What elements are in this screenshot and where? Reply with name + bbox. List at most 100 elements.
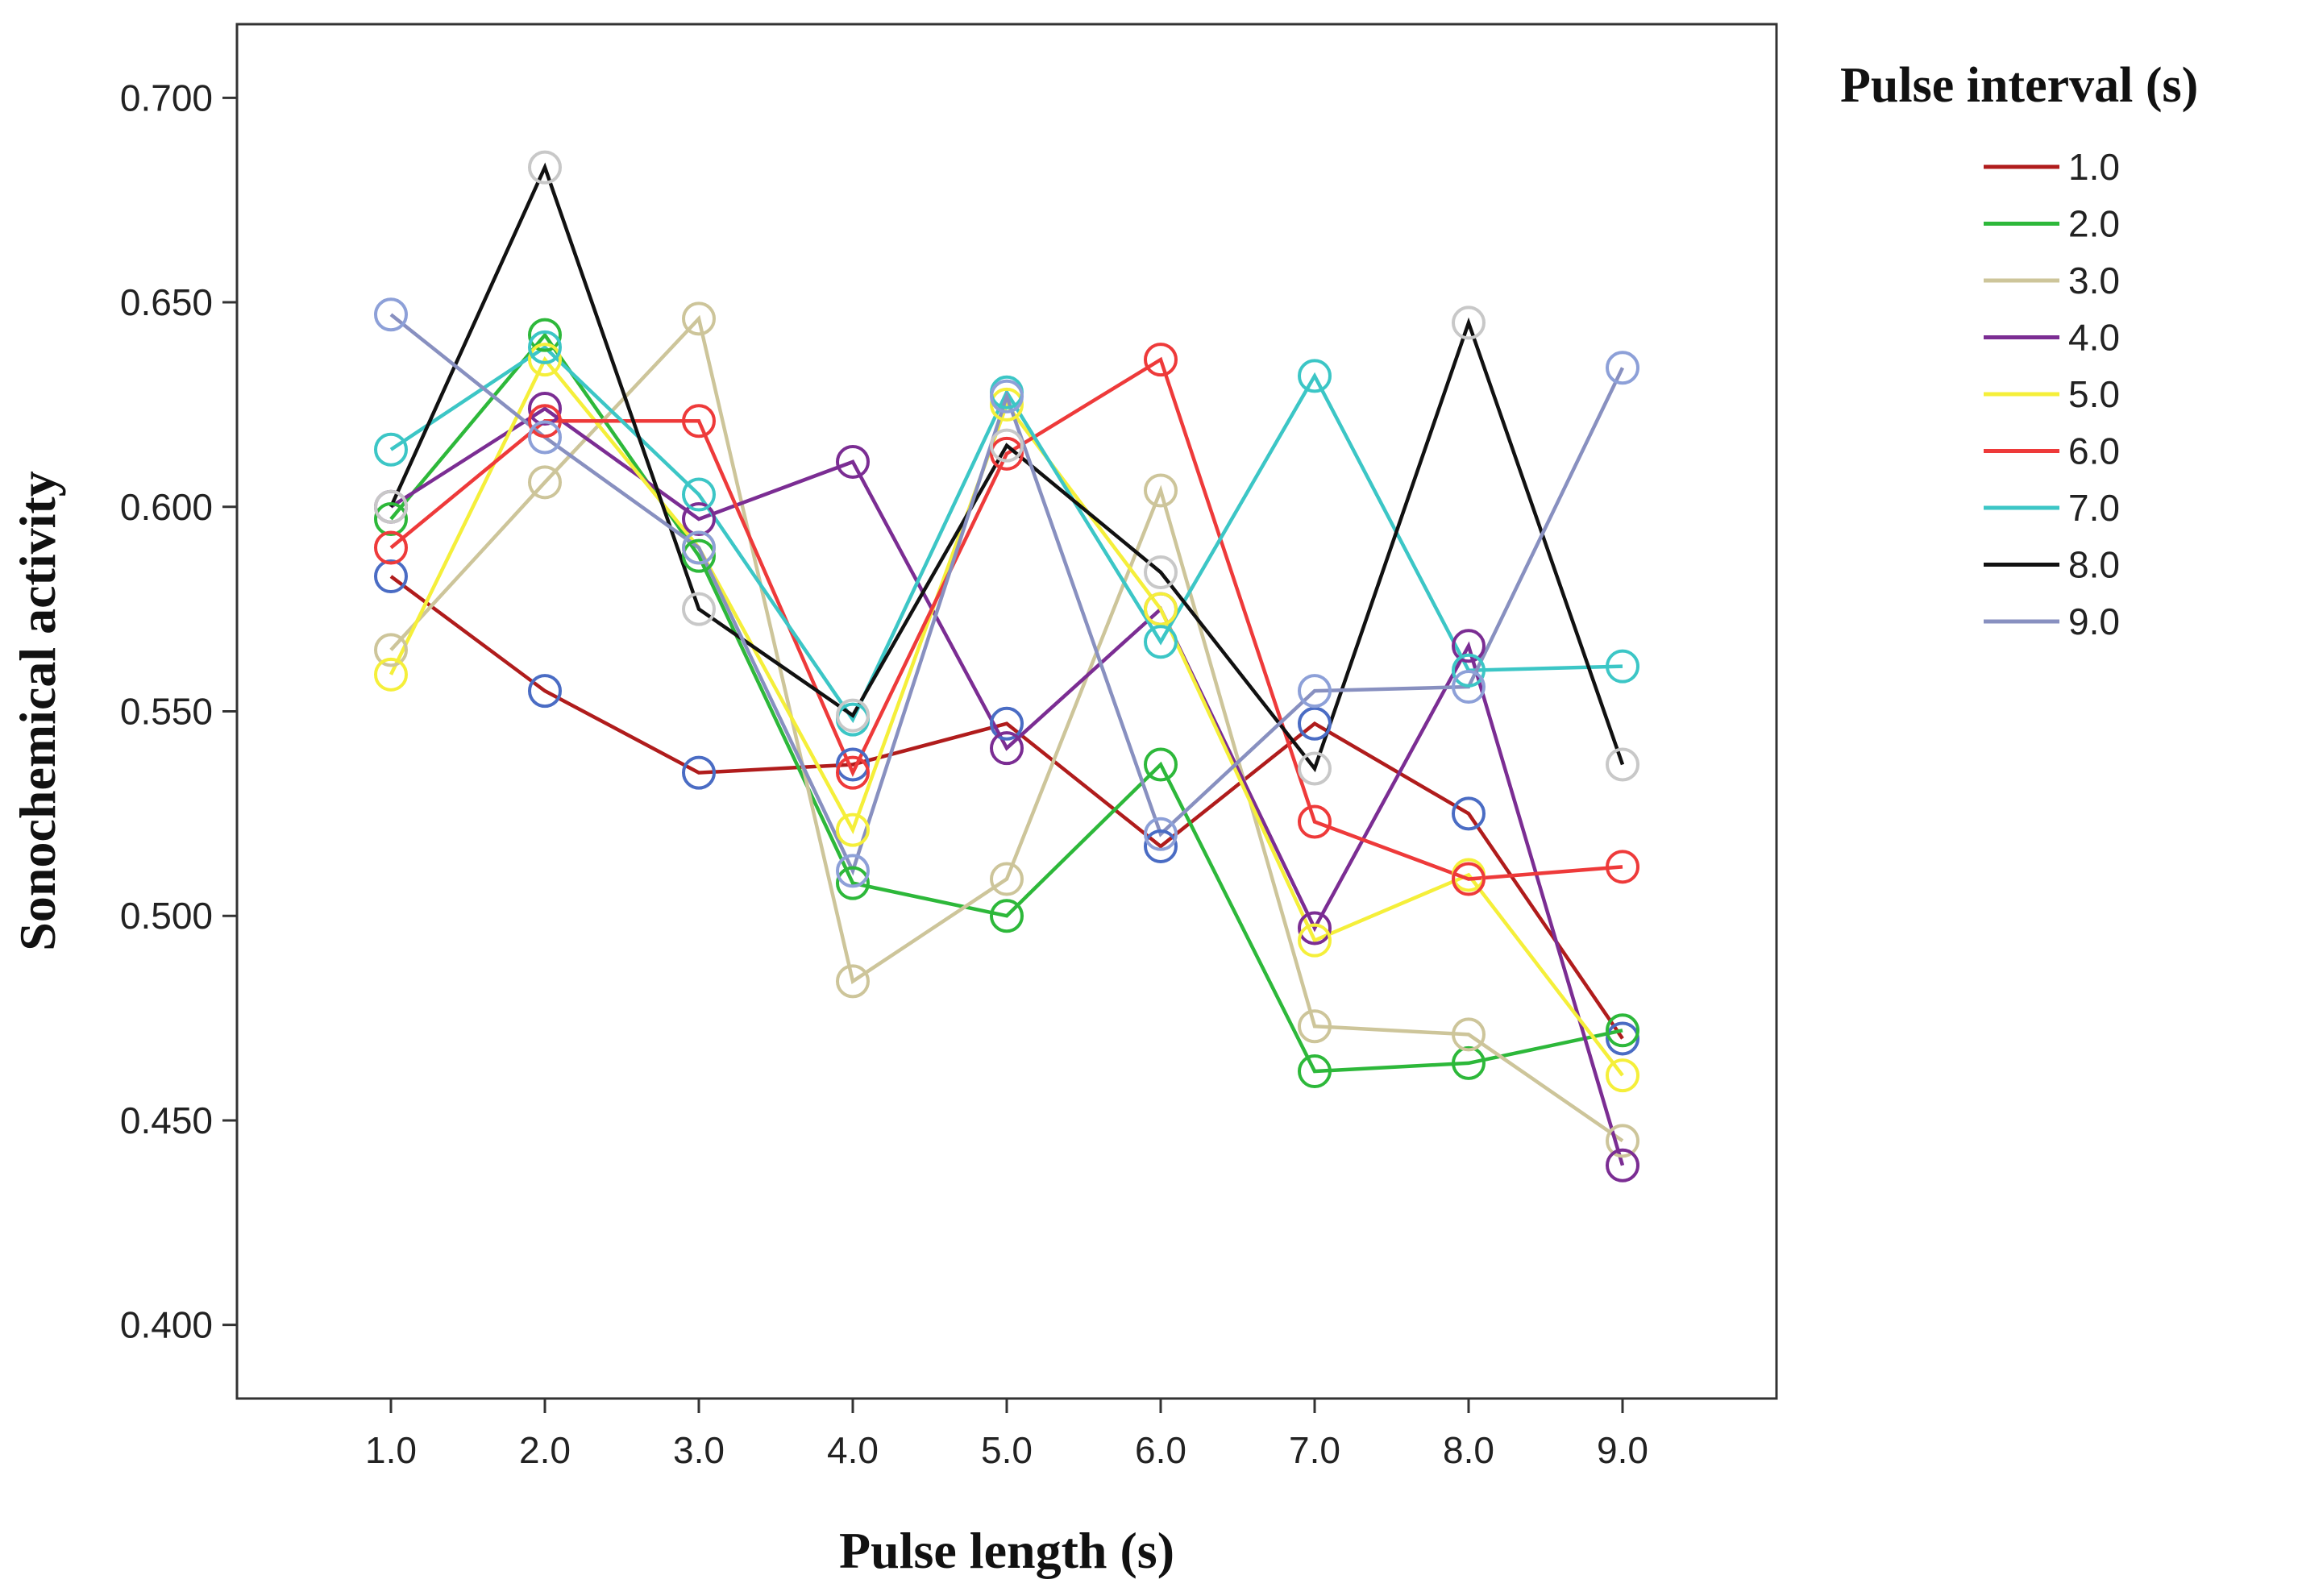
data-point-5-0: [528, 343, 562, 377]
y-axis-title: Sonochemical activity: [9, 471, 66, 950]
data-point-8-0: [836, 698, 870, 733]
legend-label: 2.0: [2068, 203, 2120, 245]
data-point-1-0: [1144, 829, 1178, 863]
y-tick-label: 0.500: [120, 895, 213, 937]
data-point-5-0: [1606, 1058, 1639, 1093]
data-point-6-0: [1606, 850, 1639, 884]
data-point-9-0: [990, 379, 1024, 414]
data-point-3-0: [1144, 473, 1178, 508]
data-point-1-0: [990, 706, 1024, 741]
legend-label: 4.0: [2068, 317, 2120, 359]
data-point-3-0: [1452, 1017, 1486, 1052]
data-point-4-0: [990, 731, 1024, 766]
plot-frame: [235, 23, 1778, 1400]
data-point-2-0: [374, 502, 408, 537]
data-point-6-0: [682, 404, 716, 438]
data-point-1-0: [1452, 796, 1486, 831]
data-point-7-0: [682, 477, 716, 512]
data-point-4-0: [1452, 629, 1486, 663]
y-tick-label: 0.450: [120, 1099, 213, 1141]
data-point-8-0: [1452, 305, 1486, 340]
data-point-8-0: [528, 150, 562, 185]
x-tick-label: 3.0: [673, 1429, 725, 1471]
data-point-8-0: [990, 428, 1024, 463]
series-line-6-0: [389, 356, 1623, 881]
data-point-5-0: [1144, 592, 1178, 626]
data-point-3-0: [1606, 1124, 1639, 1158]
data-point-2-0: [1144, 747, 1178, 782]
data-point-5-0: [836, 813, 870, 847]
legend-title: Pulse interval (s): [1840, 58, 2198, 113]
x-tick-label: 5.0: [981, 1429, 1033, 1471]
legend-label: 5.0: [2068, 373, 2120, 415]
data-point-5-0: [1298, 923, 1332, 958]
data-point-3-0: [528, 465, 562, 500]
data-point-7-0: [1452, 653, 1486, 688]
data-point-7-0: [1298, 359, 1332, 393]
data-point-9-0: [836, 854, 870, 888]
data-point-6-0: [990, 436, 1024, 471]
series-line-1-0: [389, 575, 1624, 1040]
series-line-2-0: [389, 331, 1623, 1074]
data-point-2-0: [528, 318, 562, 352]
data-point-8-0: [1606, 747, 1639, 782]
series-line-3-0: [389, 314, 1624, 1143]
x-tick-label: 2.0: [519, 1429, 571, 1471]
data-point-5-0: [374, 657, 408, 692]
data-point-8-0: [682, 592, 716, 626]
data-point-2-0: [1452, 1045, 1486, 1080]
data-point-3-0: [374, 633, 408, 667]
data-point-4-0: [836, 444, 870, 479]
data-point-7-0: [1144, 625, 1178, 659]
data-point-7-0: [528, 330, 562, 364]
legend-label: 1.0: [2068, 146, 2120, 188]
x-tick-label: 4.0: [827, 1429, 879, 1471]
legend: 1.0 2.0 3.0 4.0 5.0 6.0 7.0 8.0 9.0: [1984, 146, 2120, 642]
data-point-1-0: [1606, 1021, 1639, 1056]
data-point-2-0: [682, 538, 716, 573]
data-point-9-0: [1298, 674, 1332, 709]
data-point-7-0: [374, 432, 408, 467]
data-point-8-0: [374, 489, 408, 524]
legend-label: 6.0: [2068, 430, 2120, 472]
y-tick-label: 0.650: [120, 281, 213, 323]
data-point-7-0: [1606, 649, 1639, 684]
data-point-9-0: [374, 297, 408, 332]
data-point-4-0: [1298, 911, 1332, 946]
data-point-3-0: [990, 862, 1024, 896]
data-point-2-0: [1298, 1054, 1332, 1089]
data-point-6-0: [836, 755, 870, 790]
data-point-9-0: [1606, 351, 1639, 385]
data-point-2-0: [836, 866, 870, 900]
series-line-9-0: [389, 313, 1625, 876]
data-point-2-0: [1606, 1013, 1639, 1048]
series-line-8-0: [389, 162, 1625, 773]
data-point-1-0: [682, 755, 716, 790]
series-lines: [389, 162, 1625, 1166]
data-point-3-0: [1298, 1009, 1332, 1044]
data-point-9-0: [1144, 817, 1178, 851]
x-axis-title: Pulse length (s): [839, 1522, 1174, 1579]
data-point-1-0: [528, 674, 562, 709]
data-point-1-0: [374, 559, 408, 594]
data-point-6-0: [528, 404, 562, 438]
data-point-3-0: [836, 964, 870, 999]
x-tick-label: 1.0: [365, 1429, 417, 1471]
legend-label: 8.0: [2068, 544, 2120, 586]
data-point-6-0: [1298, 804, 1332, 839]
series-line-4-0: [389, 406, 1625, 1166]
data-point-3-0: [682, 301, 716, 336]
series-markers: [374, 150, 1639, 1182]
y-tick-label: 0.400: [120, 1304, 213, 1346]
data-point-9-0: [682, 530, 716, 565]
y-tick-label: 0.600: [120, 486, 213, 528]
data-point-6-0: [374, 530, 408, 565]
data-point-5-0: [990, 387, 1024, 422]
x-tick-label: 8.0: [1443, 1429, 1494, 1471]
y-axis: 0.400 0.450 0.500 0.550 0.600 0.650 0.700: [120, 77, 237, 1346]
data-point-8-0: [1298, 751, 1332, 786]
data-point-2-0: [990, 899, 1024, 933]
data-point-4-0: [682, 502, 716, 537]
data-point-8-0: [1144, 555, 1178, 589]
